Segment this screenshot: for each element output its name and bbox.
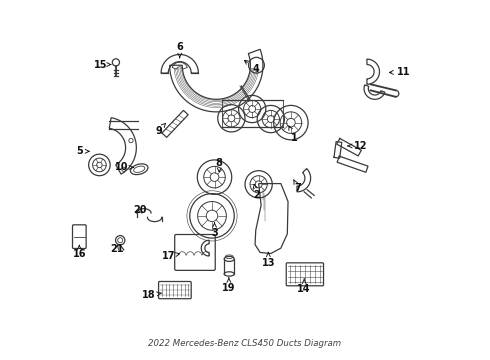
Text: 18: 18 [142,291,161,301]
Text: 4: 4 [245,60,259,74]
Text: 14: 14 [297,279,311,294]
Text: 9: 9 [155,123,166,135]
Text: 20: 20 [134,206,147,216]
Text: 7: 7 [294,180,301,193]
Text: 3: 3 [211,222,218,238]
Text: 6: 6 [176,42,183,58]
Text: 1: 1 [289,126,298,143]
Text: 21: 21 [110,244,123,254]
Text: 2: 2 [253,184,260,200]
Text: 8: 8 [216,158,222,172]
Text: 15: 15 [94,59,111,69]
Text: 12: 12 [348,141,367,151]
Text: 16: 16 [73,246,86,258]
Text: 2022 Mercedes-Benz CLS450 Ducts Diagram: 2022 Mercedes-Benz CLS450 Ducts Diagram [148,339,342,348]
Text: 11: 11 [390,67,410,77]
Text: 5: 5 [76,146,89,156]
Text: 17: 17 [162,251,179,261]
Text: 19: 19 [222,278,236,293]
Text: 13: 13 [262,252,275,268]
Text: 10: 10 [115,162,134,172]
